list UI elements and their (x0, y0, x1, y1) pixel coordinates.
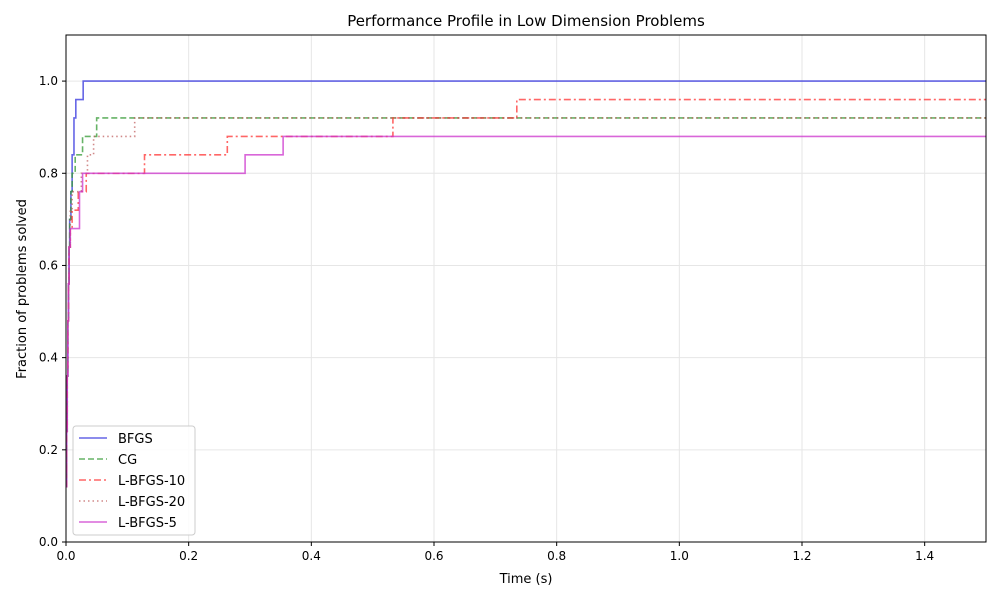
legend-label: L-BFGS-20 (118, 495, 185, 510)
legend-label: L-BFGS-5 (118, 516, 177, 531)
x-tick-label: 0.4 (302, 549, 321, 563)
x-tick-label: 0.2 (179, 549, 198, 563)
y-axis-ticks: 0.0 0.2 0.4 0.6 0.8 1.0 (39, 74, 66, 549)
series-line-l-bfgs-5 (66, 135, 986, 488)
x-tick-label: 0.0 (56, 549, 75, 563)
legend-label: BFGS (118, 432, 153, 447)
x-tick-label: 1.4 (915, 549, 934, 563)
y-axis-label: Fraction of problems solved (15, 199, 30, 379)
y-tick-label: 0.0 (39, 535, 58, 549)
legend-label: L-BFGS-10 (118, 474, 185, 489)
x-tick-label: 1.2 (792, 549, 811, 563)
y-tick-label: 0.6 (39, 258, 58, 272)
y-tick-label: 0.8 (39, 166, 58, 180)
x-tick-label: 1.0 (670, 549, 689, 563)
y-tick-label: 1.0 (39, 74, 58, 88)
plot-frame (65, 34, 987, 543)
legend-label: CG (118, 453, 137, 468)
x-axis-ticks: 0.0 0.2 0.4 0.6 0.8 1.0 1.2 1.4 (56, 542, 934, 563)
x-tick-label: 0.6 (424, 549, 443, 563)
legend-items: BFGS CG L-BFGS-10 L-BFGS-20 L-BFGS-5 (79, 432, 185, 531)
y-tick-label: 0.2 (39, 443, 58, 457)
x-tick-label: 0.8 (547, 549, 566, 563)
legend: BFGS CG L-BFGS-10 L-BFGS-20 L-BFGS-5 (72, 425, 196, 536)
chart-title: Performance Profile in Low Dimension Pro… (347, 12, 705, 30)
legend-frame (72, 425, 196, 536)
series-layer (66, 80, 986, 488)
y-tick-label: 0.4 (39, 351, 58, 365)
x-axis-label: Time (s) (499, 572, 553, 587)
